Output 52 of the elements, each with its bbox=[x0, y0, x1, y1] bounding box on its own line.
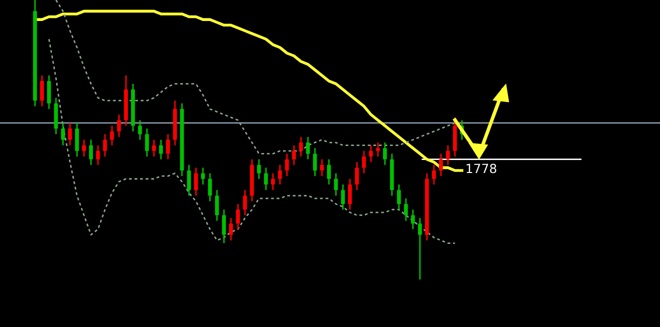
candlestick bbox=[327, 158, 331, 186]
candlestick bbox=[369, 144, 373, 163]
candlestick bbox=[404, 198, 408, 222]
candlestick bbox=[138, 119, 142, 140]
candlestick bbox=[292, 144, 296, 166]
candlestick bbox=[285, 153, 289, 177]
candlestick bbox=[313, 147, 317, 177]
candlestick bbox=[376, 142, 380, 158]
candlestick bbox=[82, 139, 86, 158]
candlestick bbox=[110, 125, 114, 146]
candlestick bbox=[201, 166, 205, 186]
candlestick bbox=[222, 208, 226, 244]
candlestick bbox=[348, 178, 352, 210]
candlestick bbox=[341, 184, 345, 210]
candlestick bbox=[47, 74, 51, 110]
candlestick bbox=[166, 133, 170, 160]
candlestick bbox=[117, 114, 121, 138]
candlestick bbox=[355, 161, 359, 191]
candlestick bbox=[187, 164, 191, 196]
candlestick bbox=[383, 142, 387, 166]
candlestick bbox=[320, 158, 324, 177]
candlestick bbox=[61, 122, 65, 146]
candlestick bbox=[439, 153, 443, 177]
candlestick bbox=[264, 166, 268, 191]
candlestick bbox=[397, 184, 401, 210]
candlestick bbox=[446, 144, 450, 166]
candlestick bbox=[215, 189, 219, 222]
candlestick bbox=[236, 203, 240, 230]
candlestick bbox=[418, 217, 422, 280]
candlestick bbox=[96, 144, 100, 166]
candlestick bbox=[159, 139, 163, 160]
candlestick bbox=[103, 133, 107, 158]
text: 1778 bbox=[466, 164, 496, 174]
candlestick bbox=[68, 122, 72, 146]
candlestick bbox=[75, 122, 79, 158]
candlestick bbox=[40, 74, 44, 107]
candlestick bbox=[229, 217, 233, 242]
candlestick bbox=[243, 189, 247, 216]
candlestick bbox=[89, 139, 93, 166]
candlestick bbox=[145, 128, 149, 158]
candlestick bbox=[271, 172, 275, 191]
candlestick bbox=[362, 150, 366, 174]
candlestick bbox=[257, 158, 261, 180]
candlestick bbox=[411, 208, 415, 230]
candlestick bbox=[306, 136, 310, 160]
candlestick bbox=[152, 139, 156, 158]
candlestick bbox=[278, 164, 282, 186]
candlestick bbox=[194, 166, 198, 196]
candlestick bbox=[334, 172, 338, 196]
candlestick bbox=[299, 136, 303, 158]
candlestick bbox=[208, 172, 212, 202]
candlestick bbox=[432, 164, 436, 186]
